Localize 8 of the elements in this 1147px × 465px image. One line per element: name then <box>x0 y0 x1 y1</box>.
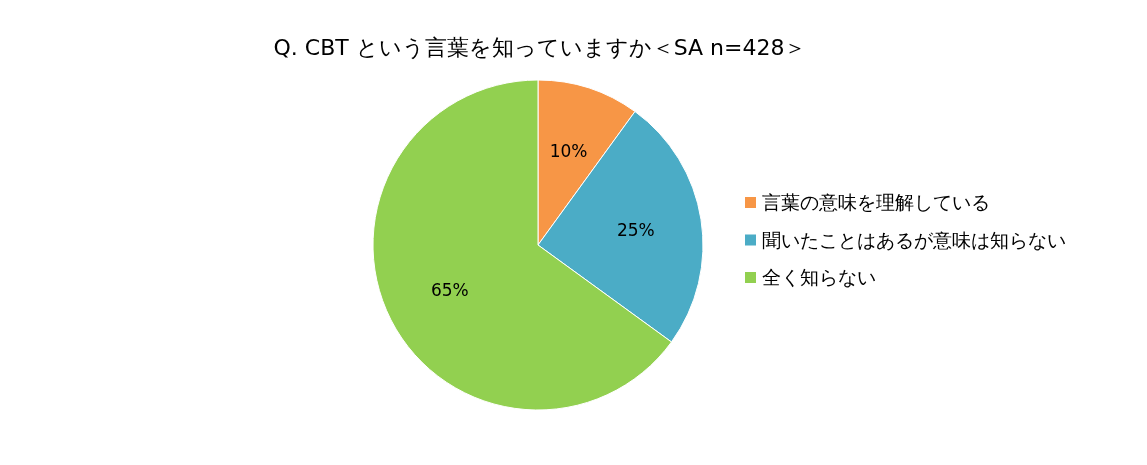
legend-label: 全く知らない <box>762 266 876 288</box>
data-label: 10% <box>549 140 588 161</box>
data-label: 65% <box>430 279 469 300</box>
legend-label: 聞いたことはあるが意味は知らない <box>762 228 1066 251</box>
data-label: 25% <box>616 219 655 240</box>
legend-label: 言葉の意味を理解している <box>762 191 990 213</box>
chart-title: Q. CBT という言葉を知っていますか＜SA n=428＞ <box>273 35 807 60</box>
pie: 10% 25% 65% <box>372 79 704 411</box>
